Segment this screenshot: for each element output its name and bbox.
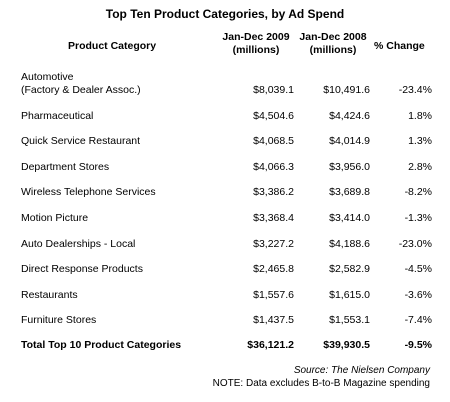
exclusion-note: NOTE: Data excludes B-to-B Magazine spen… [212,378,430,389]
row-value-2008: $4,014.9 [329,135,370,147]
row-category: Wireless Telephone Services [21,186,156,198]
row-value-2009: $4,068.5 [253,135,294,147]
row-value-2009: $1,437.5 [253,314,294,326]
header-2008: Jan-Dec 2008 (millions) [297,31,369,57]
row-value-2008: $4,188.6 [329,238,370,250]
header-2009-units: (millions) [232,44,280,56]
row-percent-change: -3.6% [404,289,432,301]
row-percent-change: 1.3% [408,135,432,147]
row-category: Department Stores [21,161,110,173]
row-value-2008: $4,424.6 [329,110,370,122]
row-value-2008: $1,553.1 [329,314,370,326]
header-2009-period: Jan-Dec 2009 [222,31,290,43]
row-category: Furniture Stores [21,314,97,326]
row-value-2009: $4,066.3 [253,161,294,173]
row-category: Auto Dealerships - Local [21,238,136,250]
total-value-2008: $39,930.5 [323,339,370,351]
row-category: Automotive (Factory & Dealer Assoc.) [21,71,141,97]
total-value-2009: $36,121.2 [247,339,294,351]
row-percent-change: 2.8% [408,161,432,173]
row-category: Motion Picture [21,212,89,224]
row-percent-change: -23.0% [398,238,432,250]
row-value-2008: $10,491.6 [323,84,370,96]
row-category: Direct Response Products [21,263,143,275]
total-percent-change: -9.5% [404,339,432,351]
row-category-line1: Automotive [21,71,74,83]
row-percent-change: -8.2% [404,186,432,198]
source-note: Source: The Nielsen Company [293,365,430,376]
row-percent-change: -7.4% [404,314,432,326]
row-percent-change: 1.8% [408,110,432,122]
row-value-2009: $3,227.2 [253,238,294,250]
row-category: Pharmaceutical [21,110,94,122]
row-value-2009: $2,465.8 [253,263,294,275]
header-2009: Jan-Dec 2009 (millions) [220,31,292,57]
row-category: Restaurants [21,289,78,301]
row-value-2009: $3,386.2 [253,186,294,198]
row-value-2009: $8,039.1 [253,84,294,96]
row-value-2009: $3,368.4 [253,212,294,224]
row-percent-change: -4.5% [404,263,432,275]
header-percent-change: % Change [374,40,425,52]
header-2008-period: Jan-Dec 2008 [299,31,367,43]
header-product-category: Product Category [68,40,157,52]
row-category: Quick Service Restaurant [21,135,141,147]
header-2008-units: (millions) [309,44,357,56]
row-value-2008: $3,689.8 [329,186,370,198]
row-category-line2: (Factory & Dealer Assoc.) [21,84,141,96]
total-category: Total Top 10 Product Categories [21,339,182,351]
row-percent-change: -23.4% [398,84,432,96]
row-value-2009: $4,504.6 [253,110,294,122]
row-percent-change: -1.3% [404,212,432,224]
row-value-2008: $1,615.0 [329,289,370,301]
row-value-2008: $3,956.0 [329,161,370,173]
row-value-2008: $2,582.9 [329,263,370,275]
table-title: Top Ten Product Categories, by Ad Spend [105,7,345,21]
row-value-2008: $3,414.0 [329,212,370,224]
row-value-2009: $1,557.6 [253,289,294,301]
